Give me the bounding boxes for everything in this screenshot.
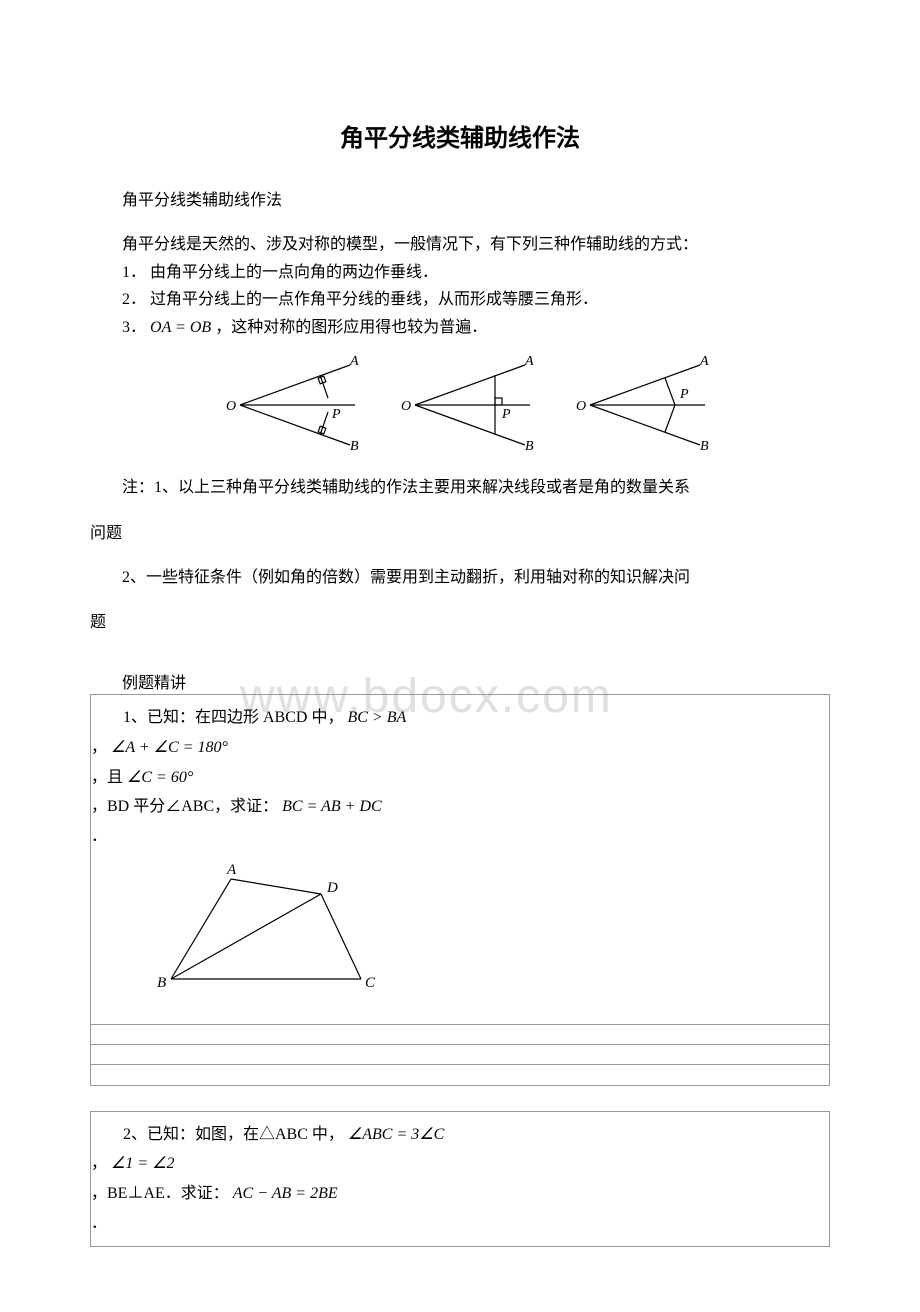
page-title: 角平分线类辅助线作法 — [90, 120, 830, 158]
svg-text:O: O — [226, 399, 236, 414]
svg-text:O: O — [576, 399, 586, 414]
note-1: 注：1、以上三种角平分线类辅助线的作法主要用来解决线段或者是角的数量关系 — [90, 475, 830, 501]
ex1-line3: ，且 ∠C = 60° — [91, 763, 829, 793]
svg-text:O: O — [401, 399, 411, 414]
ex1-line1: 1、已知：在四边形 ABCD 中， BC > BA — [91, 703, 829, 733]
ex2-l2-math: ∠1 = ∠2 — [111, 1155, 174, 1172]
ex2-line3: ，BE⊥AE．求证： AC − AB = 2BE — [91, 1179, 829, 1209]
ex1-line4: ，BD 平分∠ABC，求证： BC = AB + DC — [91, 792, 829, 822]
note-2-line1: 2、一些特征条件（例如角的倍数）需要用到主动翻折，利用轴对称的知识解决问 — [122, 569, 690, 586]
ex1-l4-math: BC = AB + DC — [282, 798, 382, 815]
ex2-l3-math: AC − AB = 2BE — [233, 1185, 338, 1202]
ex2-l1-math: ∠ABC = 3∠C — [348, 1126, 444, 1143]
ex2-l3-text: ，BE⊥AE．求证： — [91, 1185, 229, 1202]
subtitle: 角平分线类辅助线作法 — [90, 188, 830, 214]
note-1-cont: 问题 — [90, 521, 830, 547]
svg-text:B: B — [700, 439, 709, 454]
ex1-line5: ． — [91, 822, 829, 852]
list-item-3-math: OA = OB — [150, 319, 211, 336]
svg-text:D: D — [326, 880, 338, 896]
note-1-line1: 注：1、以上三种角平分线类辅助线的作法主要用来解决线段或者是角的数量关系 — [122, 479, 690, 496]
svg-text:B: B — [525, 439, 534, 454]
ex1-l4-text: ，BD 平分∠ABC，求证： — [91, 798, 278, 815]
svg-text:P: P — [501, 407, 511, 422]
example-1-box: 1、已知：在四边形 ABCD 中， BC > BA ， ∠A + ∠C = 18… — [90, 694, 830, 1086]
ex1-line2: ， ∠A + ∠C = 180° — [91, 733, 829, 763]
ex1-blank-rows — [91, 1024, 829, 1085]
example-2-box: 2、已知：如图，在△ABC 中， ∠ABC = 3∠C ， ∠1 = ∠2 ，B… — [90, 1111, 830, 1247]
ex1-l3-text: ，且 — [91, 769, 123, 786]
svg-text:B: B — [350, 439, 359, 454]
table-row — [91, 1065, 829, 1085]
svg-text:A: A — [524, 354, 534, 369]
table-row — [91, 1045, 829, 1065]
note-2-cont: 题 — [90, 610, 830, 636]
list-item-2: 2． 过角平分线上的一点作角平分线的垂线，从而形成等腰三角形． — [90, 287, 830, 313]
ex1-l1-math: BC > BA — [347, 709, 406, 726]
list-item-3-suffix: ，这种对称的图形应用得也较为普遍． — [215, 319, 487, 336]
ex2-line2: ， ∠1 = ∠2 — [91, 1149, 829, 1179]
svg-text:C: C — [365, 975, 376, 991]
list-item-3-prefix: 3． — [122, 319, 150, 336]
ex2-line4: ． — [91, 1209, 829, 1239]
note-2: 2、一些特征条件（例如角的倍数）需要用到主动翻折，利用轴对称的知识解决问 — [90, 565, 830, 591]
svg-text:A: A — [226, 862, 237, 878]
ex1-l3-math: ∠C = 60° — [127, 769, 193, 786]
ex1-l2-math: ∠A + ∠C = 180° — [111, 739, 228, 756]
ex1-l2-text: ， — [91, 739, 107, 756]
svg-text:A: A — [349, 354, 359, 369]
ex1-l1-text: 1、已知：在四边形 ABCD 中， — [123, 709, 343, 726]
table-row — [91, 1025, 829, 1045]
svg-text:A: A — [699, 354, 709, 369]
ex2-line1: 2、已知：如图，在△ABC 中， ∠ABC = 3∠C — [91, 1120, 829, 1150]
list-item-1: 1． 由角平分线上的一点向角的两边作垂线． — [90, 260, 830, 286]
ex2-l2-text: ， — [91, 1155, 107, 1172]
ex2-l1-text: 2、已知：如图，在△ABC 中， — [123, 1126, 344, 1143]
svg-text:B: B — [157, 975, 166, 991]
list-item-3: 3． OA = OB ，这种对称的图形应用得也较为普遍． — [90, 315, 830, 341]
angle-bisector-diagrams: O A B P O A B P O A B P — [210, 350, 710, 460]
svg-text:P: P — [679, 387, 689, 402]
ex1-diagram: A B C D — [141, 859, 401, 999]
intro-text: 角平分线是天然的、涉及对称的模型，一般情况下，有下列三种作辅助线的方式： — [90, 232, 830, 258]
svg-text:P: P — [331, 407, 341, 422]
